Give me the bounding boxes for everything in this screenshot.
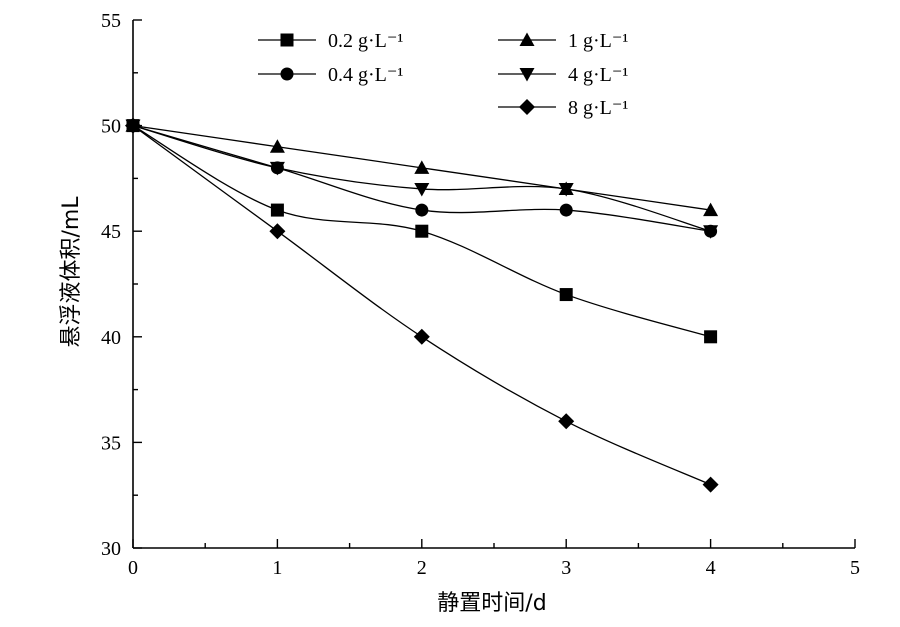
y-tick-label: 30 [101,538,121,560]
data-point [702,476,719,493]
data-point [703,202,719,217]
data-point [704,330,718,344]
legend-marker [519,68,535,82]
legend-marker [280,67,294,81]
y-tick-label: 35 [101,432,121,454]
legend-item: 4 g·L⁻¹ [498,64,628,86]
legend-label: 1 g·L⁻¹ [568,30,628,52]
data-point [414,160,430,174]
legend-item: 8 g·L⁻¹ [498,97,628,119]
x-tick-label: 2 [417,557,427,579]
legend-marker [519,99,535,115]
data-point [269,161,285,176]
data-point [414,182,430,197]
legend-label: 0.2 g·L⁻¹ [328,30,403,52]
legend-label: 0.4 g·L⁻¹ [328,64,403,86]
legend-item: 1 g·L⁻¹ [498,30,628,52]
series-4 [125,119,719,239]
data-point [558,413,575,430]
data-point [413,328,430,345]
data-point [415,224,429,238]
series-5 [125,117,719,493]
data-point [125,117,141,134]
x-tick-label: 4 [706,557,716,579]
x-tick-label: 1 [272,557,282,579]
data-point [703,225,719,239]
data-point [269,139,285,153]
series-1 [126,119,718,344]
y-tick-label: 45 [101,221,121,243]
legend-label: 4 g·L⁻¹ [568,64,628,86]
data-point [415,203,429,217]
data-point [269,223,286,240]
data-point [558,182,574,197]
data-point [559,203,573,217]
y-axis-title: 悬浮液体积/mL [59,196,84,348]
y-tick-label: 55 [101,10,121,32]
series-3 [125,118,719,217]
series-line [132,125,711,486]
x-tick-label: 0 [128,557,138,579]
x-tick-label: 3 [561,557,571,579]
data-point [559,288,573,302]
legend-marker [280,33,294,47]
y-tick-label: 50 [101,116,121,138]
data-point [270,203,284,217]
legend-marker [519,32,535,46]
x-axis-title: 静置时间/d [437,591,546,616]
chart-legend: 0.2 g·L⁻¹ 0.4 g·L⁻¹ 1 g·L⁻¹ 4 g·L⁻¹ 8 g·L⁻¹ [258,30,628,119]
chart-series [125,117,719,493]
y-tick-label: 40 [101,327,121,349]
legend-label: 8 g·L⁻¹ [568,97,628,119]
legend-item: 0.2 g·L⁻¹ [258,30,403,52]
legend-item: 0.4 g·L⁻¹ [258,64,403,86]
x-tick-label: 5 [850,557,860,579]
